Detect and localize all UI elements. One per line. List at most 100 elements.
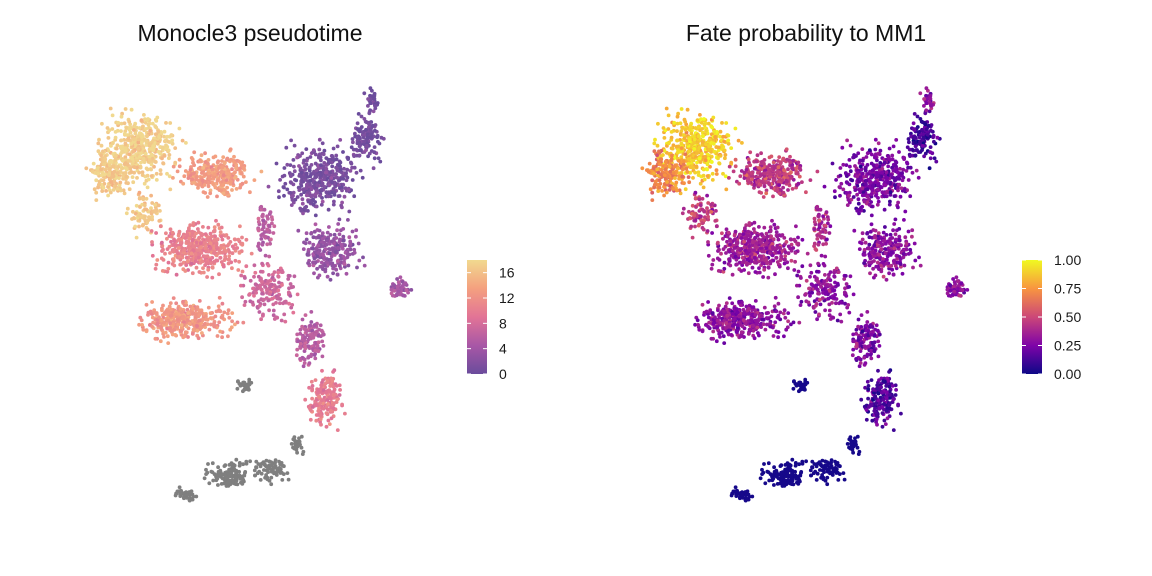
scatter-point — [120, 150, 125, 154]
scatter-point — [707, 148, 712, 153]
scatter-point — [794, 166, 799, 171]
scatter-point — [161, 161, 166, 166]
scatter-point — [769, 314, 774, 319]
scatter-point — [713, 135, 717, 139]
scatter-point — [695, 140, 700, 145]
colorbar-tick-label: 4 — [499, 341, 507, 357]
scatter-point — [679, 146, 684, 151]
scatter-point — [144, 126, 149, 131]
scatter-point — [372, 150, 377, 155]
scatter-point — [248, 278, 253, 283]
scatter-point — [770, 253, 775, 258]
scatter-point — [148, 142, 152, 147]
scatter-point — [688, 128, 692, 132]
scatter-point — [656, 121, 660, 126]
scatter-point — [183, 269, 188, 273]
scatter-point — [177, 485, 182, 490]
scatter-point — [724, 121, 729, 125]
scatter-point — [265, 287, 270, 292]
scatter-point — [735, 262, 739, 267]
scatter-point — [309, 163, 314, 167]
scatter-point — [744, 167, 749, 172]
scatter-point — [319, 173, 324, 178]
scatter-point — [261, 312, 265, 317]
scatter-point — [179, 323, 184, 327]
scatter-point — [316, 333, 321, 338]
scatter-point — [746, 177, 750, 182]
scatter-point — [777, 155, 782, 160]
scatter-point — [137, 322, 142, 327]
scatter-point — [317, 273, 322, 278]
scatter-point — [356, 241, 361, 246]
scatter-point — [709, 202, 713, 207]
scatter-point — [224, 233, 229, 237]
scatter-point — [234, 457, 239, 462]
scatter-point — [339, 257, 343, 261]
scatter-point — [742, 239, 747, 244]
scatter-point — [259, 317, 263, 322]
scatter-point — [723, 304, 728, 309]
scatter-point — [808, 178, 813, 183]
scatter-point — [302, 158, 306, 163]
scatter-point — [178, 240, 183, 245]
scatter-point — [662, 148, 667, 153]
scatter-point — [186, 311, 191, 316]
scatter-point — [316, 235, 321, 240]
scatter-point — [337, 264, 342, 268]
scatter-point — [127, 152, 132, 157]
scatter-point — [145, 167, 150, 172]
scatter-point — [710, 178, 715, 182]
scatter-point — [718, 134, 722, 139]
scatter-point — [748, 234, 753, 239]
scatter-point — [389, 291, 394, 296]
scatter-point — [210, 181, 215, 186]
scatter-point — [184, 300, 188, 305]
scatter-point — [686, 157, 691, 161]
scatter-point — [313, 175, 318, 180]
scatter-point — [727, 164, 732, 169]
scatter-point — [776, 237, 781, 242]
scatter-point — [754, 241, 759, 246]
scatter-point — [723, 174, 728, 179]
scatter-point — [727, 257, 732, 261]
scatter-point — [184, 493, 189, 497]
scatter-point — [220, 159, 224, 163]
scatter-point — [241, 320, 246, 325]
scatter-point — [756, 171, 760, 175]
scatter-point — [90, 169, 95, 174]
scatter-point — [324, 424, 329, 429]
scatter-point — [789, 176, 793, 180]
scatter-point — [754, 260, 759, 265]
scatter-point — [145, 134, 149, 138]
scatter-point — [127, 119, 132, 124]
scatter-point — [288, 294, 293, 298]
scatter-point — [150, 201, 155, 205]
scatter-point — [331, 202, 336, 207]
scatter-point — [775, 260, 780, 264]
scatter-point — [324, 166, 329, 171]
scatter-point — [726, 230, 731, 235]
scatter-point — [331, 370, 335, 374]
scatter-point — [300, 317, 305, 322]
scatter-point — [190, 271, 195, 276]
scatter-point — [701, 173, 706, 178]
scatter-point — [233, 170, 237, 175]
scatter-point — [670, 181, 674, 186]
scatter-point — [774, 230, 779, 235]
scatter-point — [750, 265, 755, 270]
scatter-point — [331, 384, 336, 389]
scatter-point — [185, 259, 190, 264]
colorbar — [467, 260, 487, 374]
scatter-point — [153, 202, 158, 207]
scatter-point — [331, 155, 335, 160]
scatter-point — [247, 292, 252, 296]
scatter-point — [139, 118, 144, 122]
scatter-point — [672, 165, 677, 169]
scatter-point — [209, 322, 213, 327]
scatter-point — [714, 172, 719, 176]
scatter-point — [352, 194, 357, 199]
scatter-point — [655, 167, 660, 172]
scatter-point — [187, 226, 191, 231]
scatter-point — [315, 344, 320, 348]
scatter-point — [320, 368, 324, 373]
